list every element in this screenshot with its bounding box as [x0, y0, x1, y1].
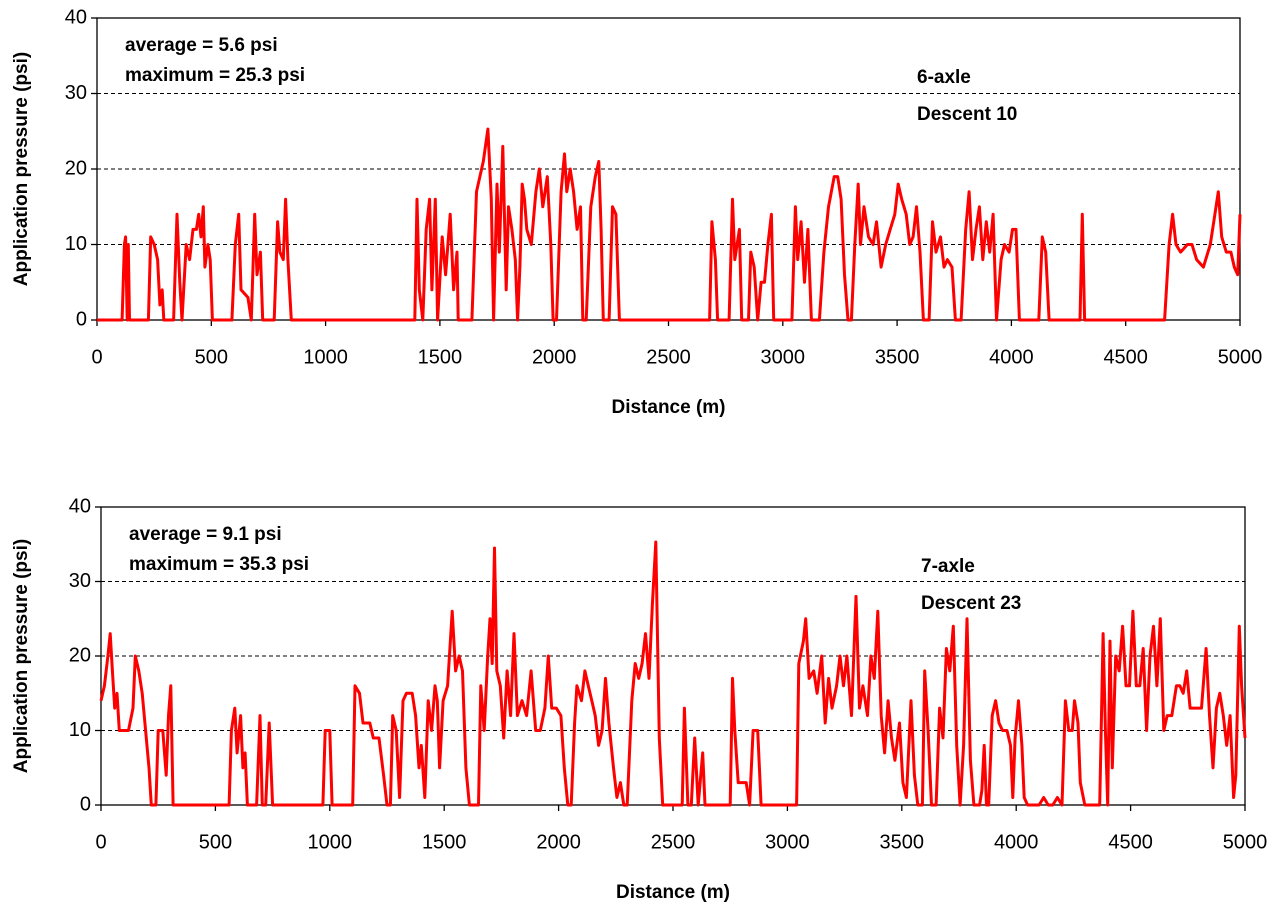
y-tick-label: 40 — [69, 495, 91, 517]
x-tick-label: 1500 — [422, 831, 467, 853]
annotation: average = 9.1 psi — [129, 524, 282, 545]
x-tick-label: 3000 — [765, 831, 810, 853]
x-tick-label: 500 — [195, 346, 228, 368]
y-tick-label: 0 — [76, 308, 87, 330]
x-tick-label: 2500 — [646, 346, 691, 368]
y-axis-label: Application pressure (psi) — [11, 539, 32, 773]
x-axis-label: Distance (m) — [611, 397, 725, 418]
x-tick-label: 5000 — [1218, 346, 1263, 368]
x-tick-label: 0 — [95, 831, 106, 853]
annotation: average = 5.6 psi — [125, 35, 278, 56]
annotation: maximum = 25.3 psi — [125, 65, 305, 86]
annotation: 6-axle — [917, 67, 971, 88]
x-axis-label: Distance (m) — [616, 882, 730, 903]
x-tick-label: 4000 — [989, 346, 1034, 368]
data-line — [99, 540, 1247, 807]
x-tick-label: 3500 — [875, 346, 920, 368]
x-tick-label: 2000 — [532, 346, 577, 368]
y-axis-label: Application pressure (psi) — [11, 52, 32, 286]
annotation: Descent 10 — [917, 104, 1017, 125]
x-tick-label: 500 — [199, 831, 232, 853]
x-tick-label: 1500 — [418, 346, 463, 368]
y-tick-label: 0 — [80, 793, 91, 815]
x-tick-label: 4500 — [1103, 346, 1148, 368]
y-tick-label: 10 — [65, 233, 87, 255]
annotation: Descent 23 — [921, 593, 1021, 614]
annotation: maximum = 35.3 psi — [129, 554, 309, 575]
y-tick-label: 30 — [69, 570, 91, 592]
y-tick-label: 10 — [69, 719, 91, 741]
x-tick-label: 4500 — [1108, 831, 1153, 853]
x-tick-label: 4000 — [994, 831, 1039, 853]
y-tick-label: 20 — [65, 157, 87, 179]
x-tick-label: 5000 — [1223, 831, 1268, 853]
x-tick-label: 3500 — [880, 831, 925, 853]
x-tick-label: 1000 — [303, 346, 348, 368]
x-tick-label: 2000 — [536, 831, 581, 853]
x-tick-label: 0 — [91, 346, 102, 368]
y-tick-label: 20 — [69, 644, 91, 666]
x-tick-label: 3000 — [761, 346, 806, 368]
annotation: 7-axle — [921, 556, 975, 577]
data-line — [97, 127, 1242, 322]
y-tick-label: 40 — [65, 6, 87, 28]
x-tick-label: 2500 — [651, 831, 696, 853]
x-tick-label: 1000 — [308, 831, 353, 853]
y-tick-label: 30 — [65, 82, 87, 104]
